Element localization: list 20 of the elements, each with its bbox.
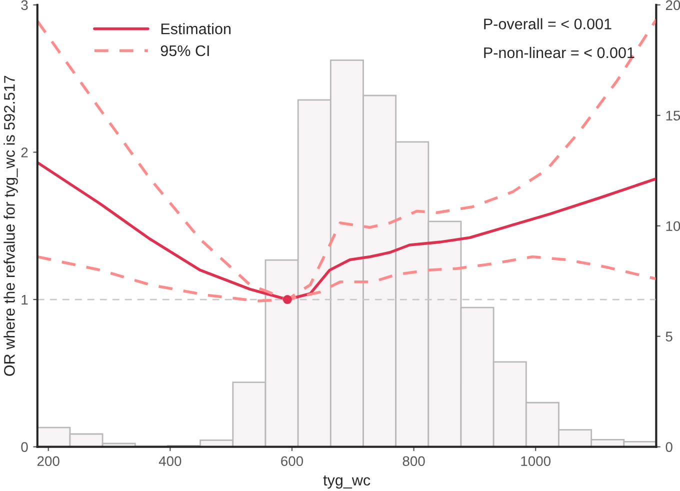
x-tick-label: 600	[281, 456, 304, 466]
x-tick-label: 400	[158, 456, 182, 466]
annotation: P-overall = < 0.001	[484, 18, 612, 30]
annotation: P-non-linear = < 0.001	[484, 46, 634, 58]
x-tick-label: 1000	[521, 456, 551, 466]
x-tick-label: 800	[402, 456, 425, 466]
x-tick-label: 200	[37, 456, 60, 466]
y2-tick-label: 15	[666, 110, 680, 121]
y2-tick-label: 0	[666, 442, 672, 452]
legend-label: Estimation	[161, 23, 230, 34]
y-axis-title: OR where the refvalue for tyg_wc is 592.517	[4, 76, 18, 376]
y2-tick-label: 20	[666, 0, 680, 10]
y-tick-label: 2	[21, 148, 28, 158]
legend-label: 95% CI	[160, 45, 209, 56]
y2-tick-label: 5	[666, 332, 672, 342]
y2-tick-label: 10	[666, 221, 680, 232]
y-tick-label: 0	[21, 442, 28, 452]
y-tick-label: 1	[22, 294, 28, 305]
x-axis-title: tyg_wc	[323, 476, 370, 489]
y-tick-label: 3	[21, 0, 28, 10]
